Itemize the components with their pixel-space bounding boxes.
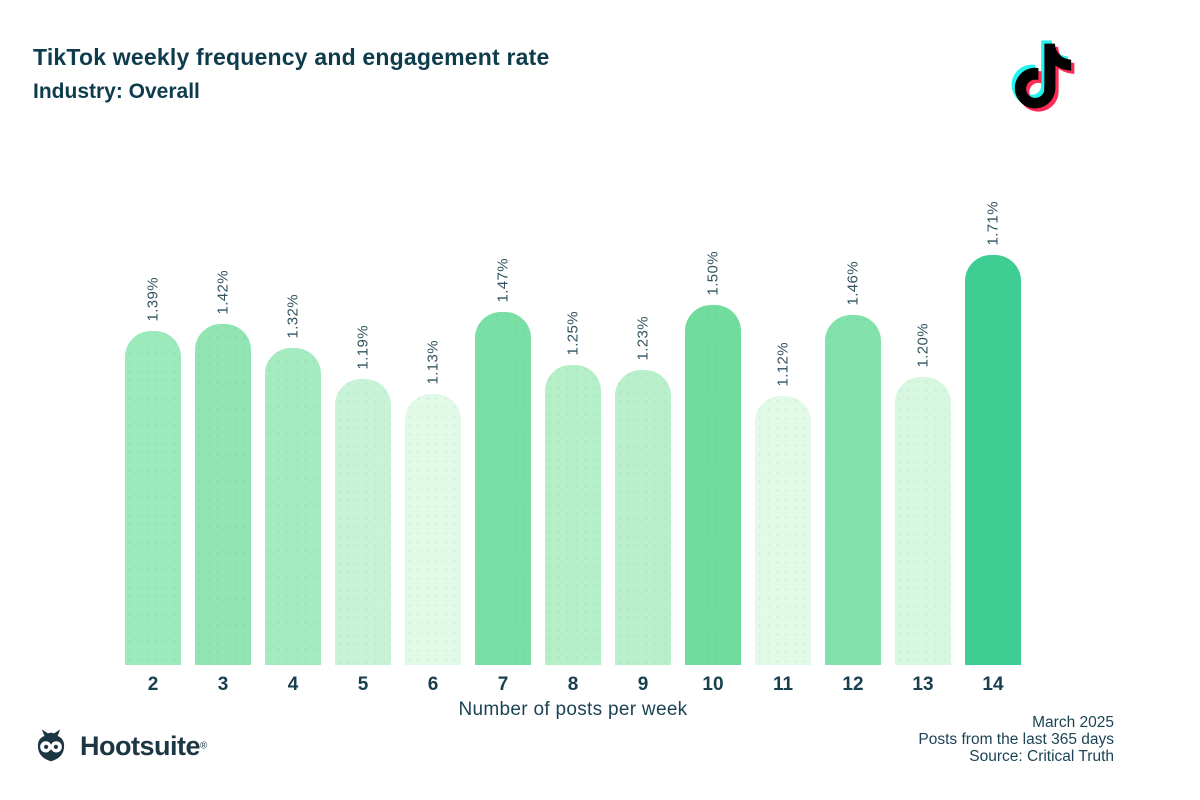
bar-column-10: 1.50% 10 (685, 251, 741, 695)
bar-12-posts: 1.46% (825, 261, 881, 665)
bar-chart: 1.39% 2 1.42% 3 1.32% 4 1.19% 5 1.13% 6 1.47% 7 1.25… (125, 175, 1021, 695)
registered-mark: ® (200, 740, 208, 752)
bar-2-posts: 1.39% (125, 277, 181, 665)
x-tick-label: 8 (567, 674, 579, 695)
hootsuite-logo: Hootsuite® (30, 725, 207, 767)
footer-source: Source: Critical Truth (969, 748, 1114, 765)
bar-10-posts: 1.50% (685, 251, 741, 665)
x-tick-label: 6 (427, 674, 439, 695)
hootsuite-owl-icon (37, 729, 65, 762)
bar-9-posts: 1.23% (615, 316, 671, 665)
footer-note: Posts from the last 365 days (918, 731, 1114, 748)
bar-value-label: 1.71% (984, 201, 1002, 246)
bar-column-13: 1.20% 13 (895, 323, 951, 695)
x-tick-label: 13 (912, 674, 934, 695)
bar-column-9: 1.23% 9 (615, 316, 671, 695)
x-tick-label: 4 (287, 674, 299, 695)
x-tick-label: 10 (702, 674, 724, 695)
bar-column-3: 1.42% 3 (195, 270, 251, 695)
bar-value-label: 1.23% (634, 316, 652, 361)
bar-value-label: 1.13% (424, 340, 442, 385)
x-tick-label: 11 (772, 674, 794, 695)
x-axis-title: Number of posts per week (458, 699, 688, 720)
bar-14-posts: 1.71% (965, 201, 1021, 665)
bar-4-posts: 1.32% (265, 294, 321, 665)
bar-column-2: 1.39% 2 (125, 277, 181, 695)
bar-column-4: 1.32% 4 (265, 294, 321, 695)
x-tick-label: 5 (357, 674, 369, 695)
bar-7-posts: 1.47% (475, 258, 531, 665)
footer-meta: March 2025 Posts from the last 365 days … (918, 714, 1114, 765)
tiktok-logo-icon (1011, 40, 1075, 112)
bar-column-7: 1.47% 7 (475, 258, 531, 695)
bar-value-label: 1.20% (914, 323, 932, 368)
bar-8-posts: 1.25% (545, 311, 601, 665)
bar-value-label: 1.47% (494, 258, 512, 303)
bar-13-posts: 1.20% (895, 323, 951, 665)
footer-date: March 2025 (1032, 714, 1114, 731)
x-tick-label: 3 (217, 674, 229, 695)
bar-6-posts: 1.13% (405, 340, 461, 665)
bar-value-label: 1.19% (354, 325, 372, 370)
bar-column-6: 1.13% 6 (405, 340, 461, 695)
hootsuite-wordmark: Hootsuite® (80, 730, 208, 761)
bar-column-8: 1.25% 8 (545, 311, 601, 695)
x-tick-label: 9 (637, 674, 649, 695)
bar-value-label: 1.42% (214, 270, 232, 315)
page-title: TikTok weekly frequency and engagement r… (33, 44, 550, 70)
x-tick-label: 2 (147, 674, 159, 695)
bar-value-label: 1.25% (564, 311, 582, 356)
bar-column-5: 1.19% 5 (335, 325, 391, 695)
bar-value-label: 1.12% (774, 342, 792, 387)
bar-value-label: 1.32% (284, 294, 302, 339)
bar-3-posts: 1.42% (195, 270, 251, 665)
bar-value-label: 1.50% (704, 251, 722, 296)
bar-column-12: 1.46% 12 (825, 261, 881, 695)
bar-column-14: 1.71% 14 (965, 201, 1021, 695)
bar-value-label: 1.46% (844, 261, 862, 306)
bar-value-label: 1.39% (144, 277, 162, 322)
bar-column-11: 1.12% 11 (755, 342, 811, 695)
x-tick-label: 14 (982, 674, 1004, 695)
x-tick-label: 12 (842, 674, 864, 695)
page-subtitle: Industry: Overall (33, 80, 200, 103)
bar-5-posts: 1.19% (335, 325, 391, 665)
bar-11-posts: 1.12% (755, 342, 811, 665)
x-tick-label: 7 (497, 674, 509, 695)
